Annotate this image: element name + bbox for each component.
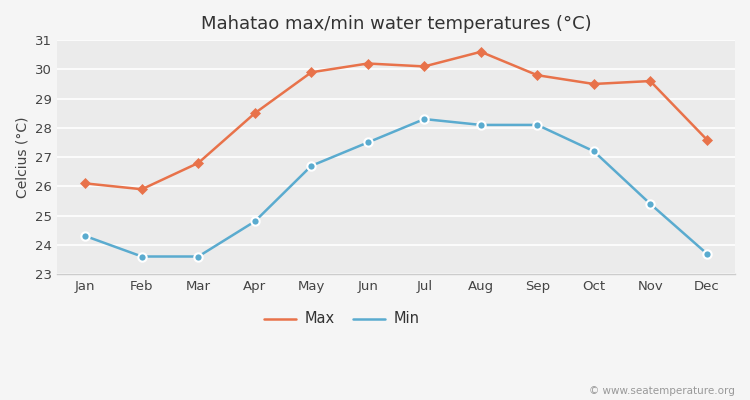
Min (420, 117, 429, 122)
Min (194, 254, 202, 259)
Min (476, 122, 485, 127)
Max (590, 82, 598, 86)
Min (307, 164, 316, 168)
Legend: Max, Min: Max, Min (258, 306, 425, 332)
Max (81, 181, 90, 186)
Max (194, 160, 202, 165)
Max (532, 73, 542, 78)
Line: Min: Min (81, 115, 711, 261)
Max (251, 111, 260, 116)
Min (137, 254, 146, 259)
Max (363, 61, 372, 66)
Line: Max: Max (82, 48, 710, 193)
Max (476, 50, 485, 54)
Max (137, 187, 146, 192)
Min (363, 140, 372, 145)
Max (646, 79, 655, 84)
Min (646, 202, 655, 206)
Y-axis label: Celcius (°C): Celcius (°C) (15, 116, 29, 198)
Title: Mahatao max/min water temperatures (°C): Mahatao max/min water temperatures (°C) (201, 15, 591, 33)
Min (590, 149, 598, 154)
Min (251, 219, 260, 224)
Max (702, 137, 711, 142)
Text: © www.seatemperature.org: © www.seatemperature.org (590, 386, 735, 396)
Max (307, 70, 316, 75)
Min (702, 251, 711, 256)
Max (420, 64, 429, 69)
Min (81, 234, 90, 238)
Min (532, 122, 542, 127)
